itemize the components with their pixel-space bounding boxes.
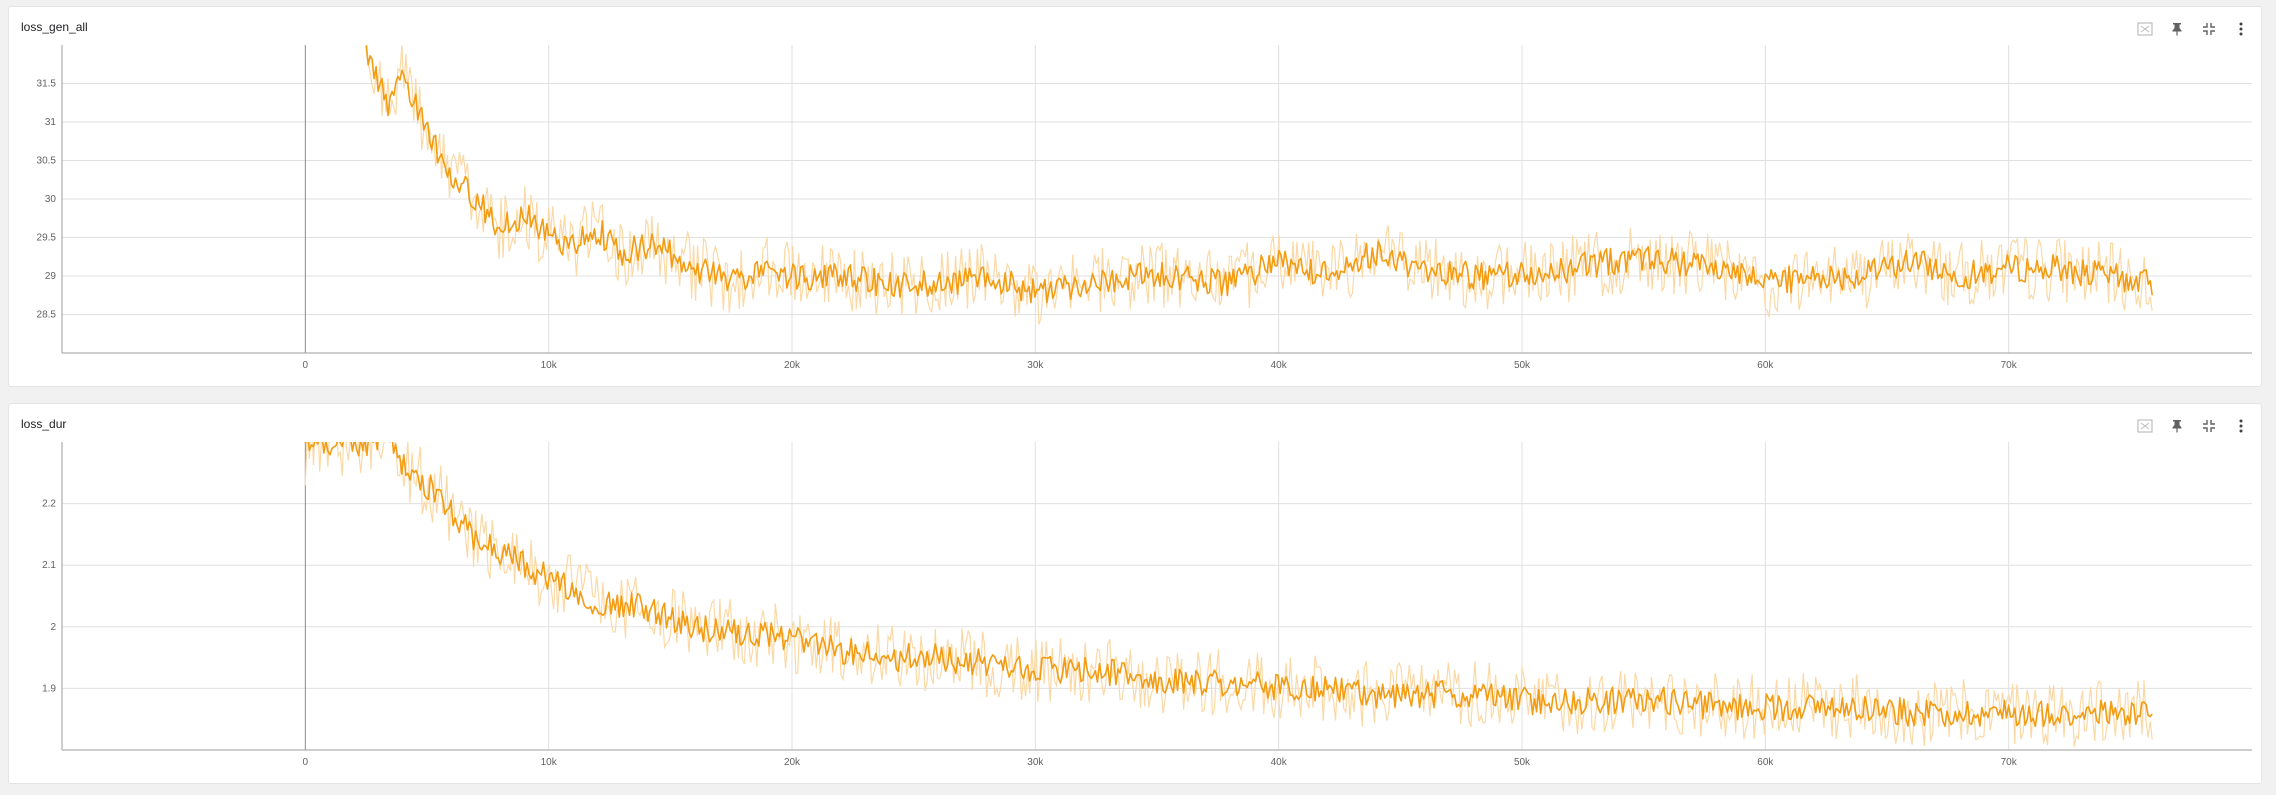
y-tick-label: 30 [45, 194, 57, 205]
scalar-card-loss-gen-all: loss_gen_all 28.5 29 29.5 30 30.5 31 31.5 0 10k 2… [8, 6, 2262, 387]
y-tick-label: 1.9 [42, 683, 56, 694]
x-tick-label: 10k [541, 757, 558, 768]
plot-area [304, 442, 2153, 747]
fit-domain-icon [2137, 419, 2153, 433]
series-smoothed-line [304, 442, 2153, 728]
line-chart[interactable]: 28.5 29 29.5 30 30.5 31 31.5 0 10k 20k 30k 40k 50k 60… [9, 7, 2263, 388]
x-tick-label: 70k [2001, 360, 2018, 371]
x-tick-label: 20k [784, 360, 801, 371]
x-tick-label: 30k [1027, 360, 1044, 371]
fullscreen-icon [2203, 420, 2215, 432]
x-tick-label: 20k [784, 757, 801, 768]
line-chart[interactable]: 1.9 2 2.1 2.2 0 10k 20k 30k 40k 50k 60k 70k [9, 404, 2263, 785]
pin-icon [2172, 23, 2182, 36]
card-title: loss_dur [21, 417, 67, 431]
x-tick-label: 0 [303, 757, 309, 768]
x-tick-label: 70k [2001, 757, 2018, 768]
y-tick-label: 28.5 [37, 310, 57, 321]
pin-button[interactable] [2163, 17, 2191, 41]
fullscreen-button[interactable] [2195, 414, 2223, 438]
x-tick-label: 30k [1027, 757, 1044, 768]
pin-button[interactable] [2163, 414, 2191, 438]
x-tick-label: 60k [1757, 360, 1774, 371]
fullscreen-button[interactable] [2195, 17, 2223, 41]
y-tick-label: 31 [45, 117, 57, 128]
card-title: loss_gen_all [21, 20, 88, 34]
pin-icon [2172, 420, 2182, 433]
y-tick-label: 30.5 [37, 156, 57, 167]
more-menu-icon [2239, 22, 2243, 36]
x-tick-label: 0 [303, 360, 309, 371]
more-menu-button[interactable] [2227, 17, 2255, 41]
fit-domain-button[interactable] [2131, 414, 2159, 438]
y-tick-label: 31.5 [37, 79, 57, 90]
x-tick-label: 50k [1514, 360, 1531, 371]
fullscreen-icon [2203, 23, 2215, 35]
y-tick-label: 2.2 [42, 499, 56, 510]
fit-domain-button[interactable] [2131, 17, 2159, 41]
y-tick-label: 29.5 [37, 233, 57, 244]
series-raw-line [304, 442, 2153, 747]
y-tick-label: 2 [50, 622, 56, 633]
x-tick-label: 10k [541, 360, 558, 371]
x-tick-label: 50k [1514, 757, 1531, 768]
x-tick-label: 40k [1271, 360, 1288, 371]
x-tick-label: 60k [1757, 757, 1774, 768]
scalar-card-loss-dur: loss_dur 1.9 2 2.1 2.2 0 10k 20k 30k 40k 50k 60k 70… [8, 403, 2262, 784]
y-tick-label: 2.1 [42, 560, 56, 571]
plot-area [365, 45, 2153, 325]
fit-domain-icon [2137, 22, 2153, 36]
x-tick-label: 40k [1271, 757, 1288, 768]
y-tick-label: 29 [45, 271, 57, 282]
card-toolbar [2131, 17, 2255, 41]
card-toolbar [2131, 414, 2255, 438]
series-raw-line [366, 45, 2153, 325]
more-menu-icon [2239, 419, 2243, 433]
series-smoothed-line [365, 45, 2153, 304]
more-menu-button[interactable] [2227, 414, 2255, 438]
